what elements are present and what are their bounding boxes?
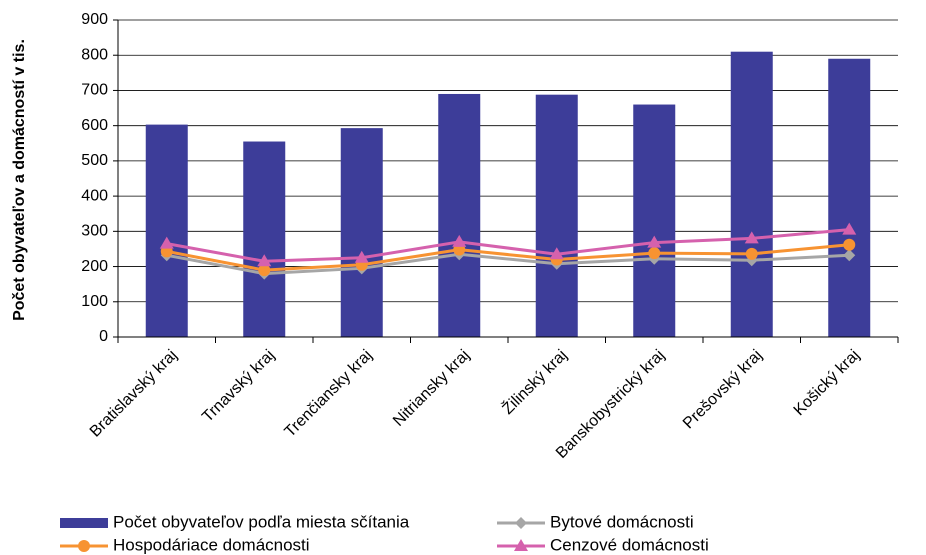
y-tick-label: 800	[81, 46, 108, 63]
x-tick-label: Trnavský kraj	[199, 347, 278, 426]
marker	[648, 247, 661, 260]
y-tick-label: 0	[99, 328, 108, 345]
legend-label: Hospodáriace domácnosti	[113, 535, 310, 554]
line	[166, 252, 850, 276]
bar	[730, 51, 773, 337]
y-tick-label: 300	[81, 223, 108, 240]
y-axis-title: Počet obyvateľov a domácností v tis.	[11, 39, 28, 321]
x-tick-label: Bratislavský kraj	[87, 347, 181, 441]
y-tick-label: 400	[81, 187, 108, 204]
line	[166, 228, 850, 263]
marker	[843, 238, 856, 251]
line	[166, 243, 850, 272]
legend-label: Cenzové domácnosti	[550, 535, 709, 554]
legend-label: Počet obyvateľov podľa miesta sčítania	[113, 512, 410, 531]
bar	[243, 141, 286, 337]
y-tick-label: 100	[81, 293, 108, 310]
marker	[843, 249, 856, 262]
legend-swatch	[60, 518, 108, 528]
legend-label: Bytové domácnosti	[550, 512, 694, 531]
y-tick-label: 700	[81, 82, 108, 99]
legend-marker	[78, 540, 90, 552]
x-tick-label: Nitriansky kraj	[390, 347, 473, 430]
marker	[745, 254, 758, 267]
marker	[647, 235, 662, 248]
marker	[745, 247, 758, 260]
bar	[633, 104, 676, 338]
y-tick-label: 900	[81, 11, 108, 28]
marker	[257, 254, 272, 267]
marker	[258, 264, 271, 277]
y-tick-label: 200	[81, 258, 108, 275]
y-tick-label: 600	[81, 117, 108, 134]
x-tick-label: Banskobystrický kraj	[553, 347, 668, 462]
marker	[159, 236, 174, 249]
bar	[535, 94, 578, 337]
marker	[354, 250, 369, 263]
x-tick-label: Prešovský kraj	[680, 347, 766, 433]
marker	[842, 222, 857, 235]
bar	[438, 93, 481, 337]
bar	[828, 58, 871, 337]
x-tick-label: Trenčiansky kraj	[282, 347, 376, 441]
x-tick-label: Košický kraj	[791, 347, 863, 419]
marker	[549, 247, 564, 260]
x-tick-label: Žilinský kraj	[498, 345, 571, 418]
legend: Počet obyvateľov podľa miesta sčítania By…	[60, 512, 709, 554]
legend-marker	[514, 539, 528, 551]
y-tick-label: 500	[81, 152, 108, 169]
marker	[452, 234, 467, 247]
marker	[744, 231, 759, 244]
bar	[340, 128, 383, 337]
legend-marker	[515, 517, 527, 529]
bar	[145, 124, 188, 337]
